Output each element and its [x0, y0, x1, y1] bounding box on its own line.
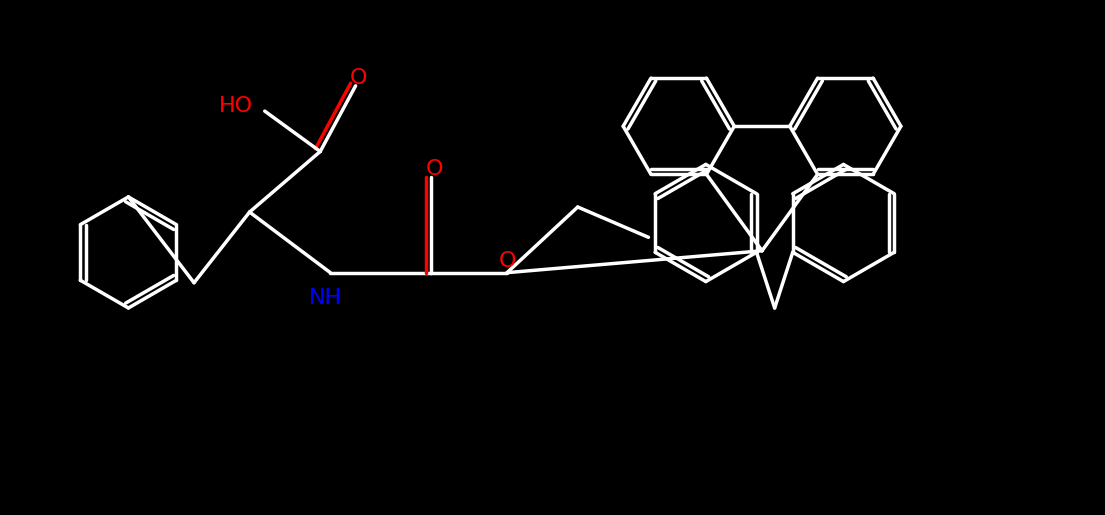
- Text: O: O: [498, 250, 516, 270]
- Text: HO: HO: [219, 96, 253, 116]
- Text: NH: NH: [308, 288, 341, 308]
- Text: O: O: [350, 68, 367, 88]
- Text: O: O: [425, 159, 443, 179]
